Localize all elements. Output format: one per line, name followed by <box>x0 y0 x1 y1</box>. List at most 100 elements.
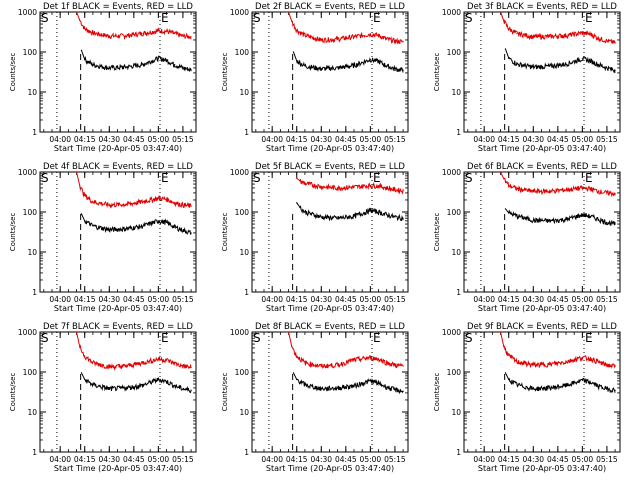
y-axis-label: Counts/sec <box>221 53 229 92</box>
x-tick-label: 04:45 <box>123 455 145 464</box>
point-lld <box>320 39 322 41</box>
plot-frame <box>39 331 197 453</box>
point-events <box>292 372 295 374</box>
y-tick-label: 1 <box>244 288 249 297</box>
start-marker: S <box>465 331 473 345</box>
point-lld <box>386 362 388 364</box>
x-axis-label: Start Time (20-Apr-05 03:47:40) <box>478 144 606 153</box>
panel-title: Det 2f BLACK = Events, RED = LLD <box>255 2 405 12</box>
point-events <box>353 385 355 387</box>
x-tick-label: 04:30 <box>310 135 332 144</box>
point-events <box>337 67 339 69</box>
point-lld <box>165 359 168 361</box>
x-axis-label: Start Time (20-Apr-05 03:47:40) <box>54 464 182 473</box>
x-tick-label: 04:15 <box>286 135 308 144</box>
point-lld <box>320 186 322 188</box>
point-events <box>92 225 94 227</box>
point-events <box>304 384 306 386</box>
series-lld <box>76 172 192 209</box>
point-lld <box>353 36 355 38</box>
y-tick-label: 100 <box>447 208 462 217</box>
point-events <box>108 67 110 69</box>
point-lld <box>157 197 159 199</box>
x-tick-label: 05:15 <box>384 135 406 144</box>
point-lld <box>182 365 184 367</box>
point-events <box>337 387 339 389</box>
point-lld <box>614 192 616 195</box>
plot-frame <box>251 331 409 453</box>
point-lld <box>190 36 192 38</box>
y-axis-label: Counts/sec <box>433 373 441 412</box>
plot-frame <box>463 331 621 453</box>
point-events <box>394 68 396 70</box>
point-lld <box>581 356 583 359</box>
point-lld <box>125 35 127 37</box>
point-lld <box>532 36 534 38</box>
x-tick-label: 05:00 <box>148 295 170 304</box>
point-events <box>337 217 339 219</box>
x-tick-label: 04:45 <box>547 295 569 304</box>
point-events <box>353 215 355 217</box>
series-group <box>296 177 404 222</box>
point-events <box>190 389 192 391</box>
end-marker: E <box>585 11 593 25</box>
y-tick-label: 100 <box>235 368 250 377</box>
point-lld <box>287 12 290 13</box>
point-events <box>304 211 306 213</box>
panel-title: Det 3f BLACK = Events, RED = LLD <box>467 2 617 12</box>
point-lld <box>589 188 592 190</box>
point-events <box>598 385 600 387</box>
y-tick-label: 10 <box>451 88 461 97</box>
point-events <box>190 69 192 71</box>
y-tick-label: 1 <box>456 288 461 297</box>
point-lld <box>549 363 551 365</box>
x-tick-label: 04:45 <box>123 295 145 304</box>
start-marker: S <box>465 11 473 25</box>
x-tick-label: 04:30 <box>98 135 120 144</box>
y-axis-label: Counts/sec <box>9 373 17 412</box>
y-tick-label: 10 <box>451 248 461 257</box>
panel-7: Det 7f BLACK = Events, RED = LLD 1 10 100 10… <box>9 322 197 473</box>
point-lld <box>141 362 143 364</box>
point-lld <box>75 332 78 333</box>
point-events <box>174 385 176 387</box>
series-group <box>75 12 192 73</box>
point-lld <box>516 188 518 190</box>
point-events <box>296 60 298 62</box>
x-axis-label: Start Time (20-Apr-05 03:47:40) <box>266 464 394 473</box>
point-lld <box>377 185 380 187</box>
point-lld <box>508 28 510 30</box>
point-lld <box>75 172 78 173</box>
x-tick-label: 04:00 <box>49 295 71 304</box>
x-tick-label: 05:00 <box>572 295 594 304</box>
point-events <box>549 65 551 67</box>
point-lld <box>532 364 534 366</box>
point-lld <box>320 365 322 367</box>
point-events <box>402 217 404 219</box>
point-events <box>508 212 510 214</box>
point-events <box>125 387 127 389</box>
y-tick-label: 100 <box>23 368 38 377</box>
point-lld <box>165 30 168 32</box>
series-group <box>75 172 192 235</box>
series-lld <box>296 177 404 195</box>
series-events <box>296 202 404 222</box>
x-axis-label: Start Time (20-Apr-05 03:47:40) <box>266 304 394 313</box>
point-lld <box>108 366 110 368</box>
x-tick-label: 04:30 <box>522 455 544 464</box>
plot-frame <box>251 171 409 293</box>
point-lld <box>606 364 608 366</box>
x-tick-label: 04:30 <box>522 135 544 144</box>
y-axis-label: Counts/sec <box>433 213 441 252</box>
panel-1: Det 1f BLACK = Events, RED = LLD 1 10 100 10… <box>9 2 197 153</box>
x-tick-label: 04:00 <box>473 135 495 144</box>
plot-frame <box>251 11 409 133</box>
y-axis-label: Counts/sec <box>9 53 17 92</box>
point-lld <box>141 201 143 203</box>
y-axis-label: Counts/sec <box>221 373 229 412</box>
point-events <box>84 378 86 381</box>
end-marker: E <box>373 171 381 185</box>
point-lld <box>386 38 388 40</box>
point-events <box>386 214 388 216</box>
